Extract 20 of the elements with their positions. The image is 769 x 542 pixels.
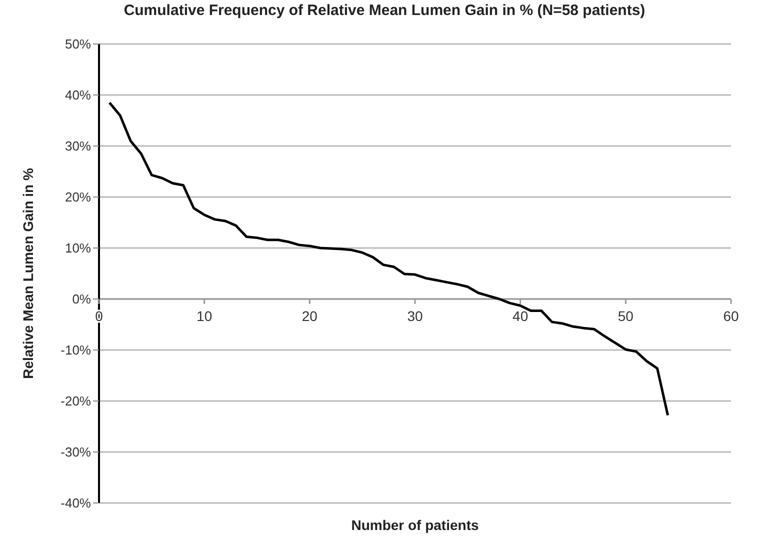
x-tick-label: 20	[302, 308, 318, 324]
y-tick-label: -30%	[60, 444, 92, 460]
line-series	[108, 101, 670, 417]
y-tick-label: -10%	[60, 342, 92, 358]
chart-title: Cumulative Frequency of Relative Mean Lumen Gain in % (N=58 patients)	[122, 1, 646, 19]
x-tick-label: 40	[512, 308, 528, 324]
y-tick-label: 0%	[72, 292, 92, 307]
x-axis-title: Number of patients	[351, 517, 479, 533]
x-tick-label: 30	[407, 308, 423, 324]
y-tick-label: 10%	[64, 240, 92, 256]
y-tick-label: 50%	[64, 36, 92, 52]
y-axis-title: Relative Mean Lumen Gain in %	[20, 168, 36, 379]
x-tick-label: 10	[196, 308, 212, 324]
y-tick-label: 30%	[64, 138, 92, 154]
y-tick-label: -20%	[60, 394, 92, 409]
y-tick-label: 40%	[64, 88, 92, 103]
x-tick-label: 50	[618, 308, 634, 324]
y-tick-label: 20%	[64, 190, 92, 205]
y-tick-label: -40%	[60, 496, 92, 511]
x-tick-label: 60	[723, 308, 739, 324]
